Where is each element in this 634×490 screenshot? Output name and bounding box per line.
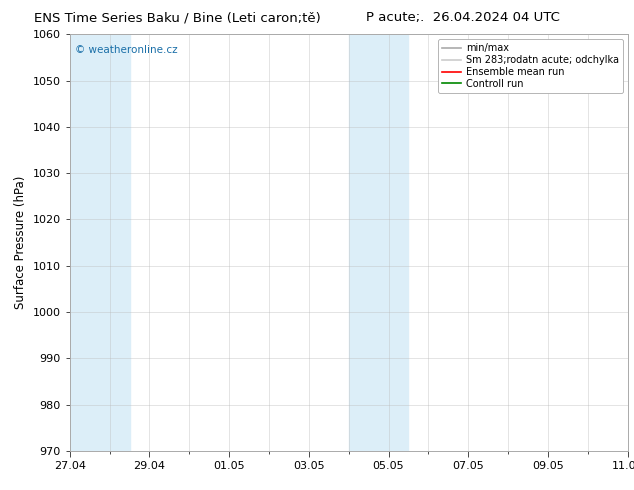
Legend: min/max, Sm 283;rodatn acute; odchylka, Ensemble mean run, Controll run: min/max, Sm 283;rodatn acute; odchylka, … <box>437 39 623 93</box>
Bar <box>70 34 129 451</box>
Text: P acute;.  26.04.2024 04 UTC: P acute;. 26.04.2024 04 UTC <box>366 11 560 24</box>
Text: ENS Time Series Baku / Bine (Leti caron;tě): ENS Time Series Baku / Bine (Leti caron;… <box>34 11 321 24</box>
Y-axis label: Surface Pressure (hPa): Surface Pressure (hPa) <box>14 176 27 309</box>
Bar <box>349 34 408 451</box>
Text: © weatheronline.cz: © weatheronline.cz <box>75 45 178 55</box>
